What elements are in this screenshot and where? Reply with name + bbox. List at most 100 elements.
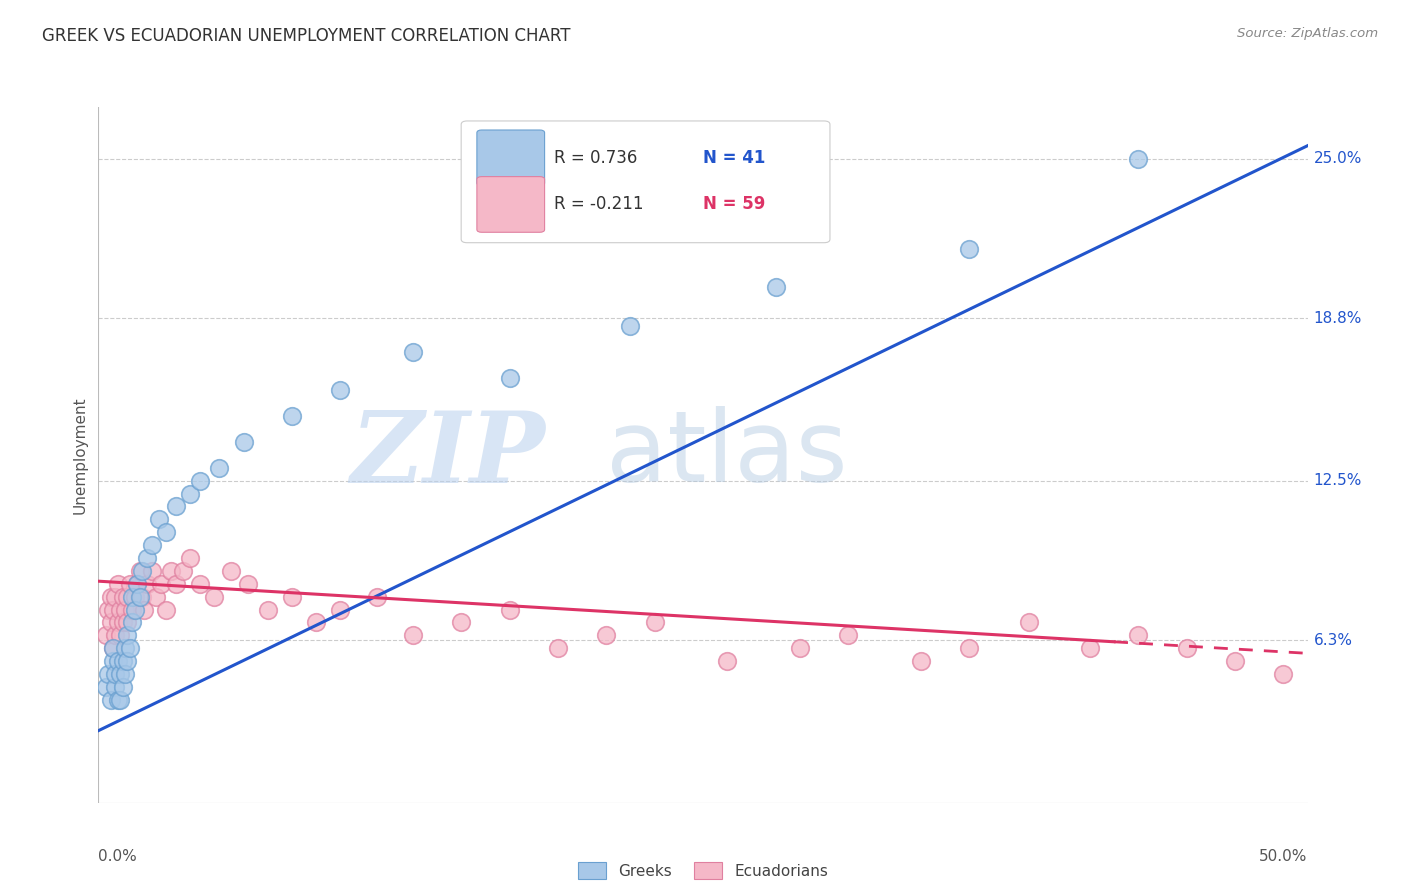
- Point: [1128, 628, 1150, 642]
- Point: [94, 680, 117, 694]
- Point: [121, 615, 143, 630]
- Point: [402, 344, 425, 359]
- Text: atlas: atlas: [606, 407, 848, 503]
- Point: [1272, 667, 1295, 681]
- Point: [145, 590, 167, 604]
- Point: [450, 615, 472, 630]
- Text: 0.0%: 0.0%: [98, 849, 138, 864]
- Point: [208, 460, 231, 475]
- Point: [165, 500, 187, 514]
- Point: [100, 692, 122, 706]
- Point: [1128, 152, 1150, 166]
- Text: 50.0%: 50.0%: [1260, 849, 1308, 864]
- Point: [910, 654, 932, 668]
- Point: [1078, 641, 1101, 656]
- Point: [121, 590, 143, 604]
- Point: [128, 564, 150, 578]
- Point: [124, 590, 146, 604]
- Text: 12.5%: 12.5%: [1313, 473, 1362, 488]
- Point: [135, 576, 157, 591]
- Point: [256, 602, 278, 616]
- Point: [107, 615, 129, 630]
- Point: [498, 370, 520, 384]
- Point: [402, 628, 425, 642]
- Point: [141, 538, 163, 552]
- Y-axis label: Unemployment: Unemployment: [72, 396, 87, 514]
- Point: [789, 641, 811, 656]
- Point: [128, 590, 150, 604]
- Point: [117, 628, 139, 642]
- Point: [100, 615, 122, 630]
- Text: 18.8%: 18.8%: [1313, 310, 1362, 326]
- Point: [135, 551, 157, 566]
- Point: [101, 641, 124, 656]
- Point: [108, 692, 131, 706]
- Point: [114, 667, 136, 681]
- Point: [188, 474, 211, 488]
- Point: [160, 564, 183, 578]
- Point: [1175, 641, 1198, 656]
- Point: [644, 615, 666, 630]
- Point: [131, 564, 153, 578]
- Point: [329, 384, 352, 398]
- Point: [204, 590, 226, 604]
- Point: [238, 576, 260, 591]
- Text: GREEK VS ECUADORIAN UNEMPLOYMENT CORRELATION CHART: GREEK VS ECUADORIAN UNEMPLOYMENT CORRELA…: [42, 27, 571, 45]
- Point: [111, 654, 134, 668]
- Point: [100, 590, 122, 604]
- Point: [97, 602, 120, 616]
- Point: [366, 590, 388, 604]
- Point: [619, 319, 641, 334]
- Point: [188, 576, 211, 591]
- Point: [107, 654, 129, 668]
- Point: [179, 551, 201, 566]
- Point: [329, 602, 352, 616]
- Point: [101, 602, 124, 616]
- Point: [117, 654, 139, 668]
- FancyBboxPatch shape: [461, 121, 830, 243]
- Point: [124, 602, 146, 616]
- Point: [716, 654, 738, 668]
- Point: [172, 564, 194, 578]
- Point: [107, 692, 129, 706]
- Point: [281, 409, 304, 424]
- Point: [547, 641, 569, 656]
- Point: [111, 615, 134, 630]
- Point: [1223, 654, 1246, 668]
- Point: [117, 615, 139, 630]
- Point: [108, 628, 131, 642]
- FancyBboxPatch shape: [477, 177, 544, 232]
- Point: [108, 602, 131, 616]
- Point: [104, 667, 127, 681]
- Point: [97, 667, 120, 681]
- Point: [117, 590, 139, 604]
- Point: [150, 576, 173, 591]
- Point: [179, 486, 201, 500]
- Point: [1018, 615, 1040, 630]
- Point: [111, 590, 134, 604]
- Text: ZIP: ZIP: [352, 407, 546, 503]
- Point: [121, 602, 143, 616]
- FancyBboxPatch shape: [477, 130, 544, 186]
- Point: [104, 590, 127, 604]
- Point: [155, 525, 177, 540]
- Point: [127, 576, 149, 591]
- Point: [127, 576, 149, 591]
- Point: [595, 628, 617, 642]
- Point: [118, 641, 141, 656]
- Text: N = 41: N = 41: [703, 149, 765, 167]
- Point: [232, 435, 254, 450]
- Point: [165, 576, 187, 591]
- Point: [134, 602, 156, 616]
- Text: N = 59: N = 59: [703, 195, 765, 213]
- Point: [104, 680, 127, 694]
- Point: [281, 590, 304, 604]
- Point: [305, 615, 328, 630]
- Point: [94, 628, 117, 642]
- Point: [114, 602, 136, 616]
- Point: [148, 512, 170, 526]
- Text: Source: ZipAtlas.com: Source: ZipAtlas.com: [1237, 27, 1378, 40]
- Text: R = 0.736: R = 0.736: [554, 149, 638, 167]
- Text: 25.0%: 25.0%: [1313, 151, 1362, 166]
- Legend: Greeks, Ecuadorians: Greeks, Ecuadorians: [572, 855, 834, 886]
